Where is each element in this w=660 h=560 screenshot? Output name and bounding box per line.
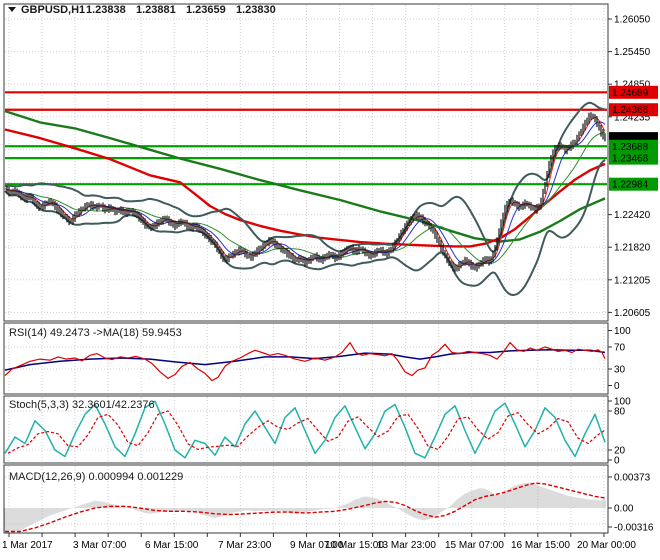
stoch-d-line [7,410,606,454]
time-axis-label: 15 Mar 07:00 [445,540,504,551]
rsi-ma-line [4,349,606,371]
price-tick-label: 1.21205 [614,275,651,286]
macd-signal-line [5,482,606,533]
stoch-tick-label: 100 [614,397,631,408]
symbol-dropdown-icon[interactable] [8,7,16,12]
price-tick-label: 1.20605 [614,308,651,319]
panel-border-0 [3,3,609,322]
price-badge-label: 1.23830 [612,134,649,145]
time-axis-label: 13 Mar 23:00 [377,540,436,551]
macd-tick-label: 0.00373 [614,473,651,484]
stoch-tick-label: 80 [614,407,626,418]
header-low: 1.23659 [186,4,226,16]
macd-tick-label: 0.00 [614,504,634,515]
header-close: 1.23830 [236,4,276,16]
panel-divider-stoch-macd[interactable] [4,463,608,466]
header-high: 1.23881 [136,4,176,16]
price-tick-label: 1.24235 [614,112,651,123]
price-badge-label: 1.24366 [612,105,649,116]
price-badge-green [609,139,658,153]
time-axis-label: 9 Mar 07:00 [290,540,344,551]
stoch-panel-canvas[interactable] [5,397,607,462]
time-axis-label: 3 Mar 07:00 [73,540,127,551]
stoch-panel-title: Stoch(5,3,3) 32.3601/42.2376 [9,399,155,411]
price-tick-label: 1.24850 [614,80,651,91]
time-axis-label: 20 Mar 00:00 [577,540,636,551]
time-axis-label: 6 Mar 15:00 [145,540,199,551]
price-badge-label: 1.23468 [612,154,649,165]
rsi-tick-label: 0 [614,381,620,392]
price-badge-label: 1.23688 [612,142,649,153]
time-axis[interactable] [4,534,608,558]
macd-tick-label: -0.00316 [614,523,654,534]
stoch-k-line [4,400,606,459]
price-tick-label: 1.25450 [614,47,651,58]
panel-border-2 [3,395,609,464]
price-axis[interactable] [609,4,659,533]
macd-panel-title: MACD(12,26,9) 0.000994 0.001229 [9,471,183,483]
rsi-panel-title: RSI(14) 49.2473 ->MA(18) 59.9453 [9,327,182,339]
rsi-tick-label: 70 [614,343,626,354]
chart-graphics-layer: 1.26050 1.25450 1.24850 1.24235 1.22420 1.218… [2,3,658,551]
stoch-tick-label: 0 [614,456,620,467]
price-tick-label: 1.26050 [614,15,651,26]
hit-layer [4,4,659,558]
panel-divider-rsi-stoch[interactable] [4,394,608,397]
bollinger-upper [4,101,606,253]
header-open: 1.23838 [86,4,126,16]
price-tick-label: 1.22420 [614,210,651,221]
price-badge-red [609,85,658,99]
ma-slow-red [4,128,606,248]
price-badge-label: 1.24689 [612,88,649,99]
panel-divider-main-rsi[interactable] [4,321,608,324]
ma-slow-green [4,109,606,243]
price-badge-label: 1.22984 [612,180,649,191]
time-axis-label: 16 Mar 15:00 [511,540,570,551]
price-badge-green [609,177,658,191]
price-tick-label: 1.21820 [614,243,651,254]
rsi-line [4,342,606,382]
macd-panel-canvas[interactable] [5,466,607,532]
price-badge-green [609,151,658,165]
time-axis-label: 1 Mar 2017 [2,540,53,551]
chart-header: GBPUSD,H11.23838 1.23881 1.23659 1.23830 [21,4,276,16]
header-symbol-period: GBPUSD,H1 [21,4,85,16]
panel-border-1 [3,322,609,395]
time-axis-label: 7 Mar 23:00 [218,540,272,551]
time-axis-label: 10 Mar 15:00 [325,540,384,551]
rsi-tick-label: 100 [614,326,631,337]
rsi-tick-label: 30 [614,365,626,376]
stoch-tick-label: 20 [614,446,626,457]
main-chart-canvas[interactable] [5,16,607,320]
price-badge-red [609,103,658,117]
rsi-panel-canvas[interactable] [5,324,607,393]
